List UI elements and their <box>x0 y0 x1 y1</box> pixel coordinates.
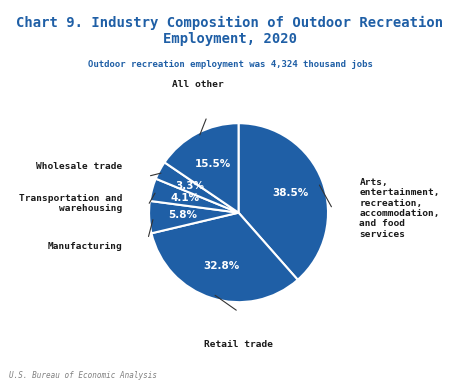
Text: All other: All other <box>172 80 224 89</box>
Wedge shape <box>164 123 238 213</box>
Text: U.S. Bureau of Economic Analysis: U.S. Bureau of Economic Analysis <box>9 371 157 380</box>
Text: 3.3%: 3.3% <box>175 181 204 191</box>
Wedge shape <box>149 201 238 233</box>
Text: Retail trade: Retail trade <box>204 340 273 349</box>
Text: 5.8%: 5.8% <box>168 210 197 220</box>
Text: Transportation and
warehousing: Transportation and warehousing <box>19 194 122 214</box>
Text: 15.5%: 15.5% <box>194 159 230 169</box>
Wedge shape <box>150 179 238 213</box>
Text: 38.5%: 38.5% <box>272 188 308 198</box>
Wedge shape <box>238 123 327 280</box>
Text: 32.8%: 32.8% <box>203 261 239 271</box>
Text: Chart 9. Industry Composition of Outdoor Recreation
Employment, 2020: Chart 9. Industry Composition of Outdoor… <box>17 15 442 46</box>
Wedge shape <box>151 213 297 302</box>
Text: Outdoor recreation employment was 4,324 thousand jobs: Outdoor recreation employment was 4,324 … <box>87 60 372 68</box>
Text: Wholesale trade: Wholesale trade <box>36 162 122 170</box>
Text: 4.1%: 4.1% <box>170 194 199 204</box>
Text: Manufacturing: Manufacturing <box>47 242 122 251</box>
Text: Arts,
entertainment,
recreation,
accommodation,
and food
services: Arts, entertainment, recreation, accommo… <box>358 178 439 239</box>
Wedge shape <box>156 162 238 213</box>
